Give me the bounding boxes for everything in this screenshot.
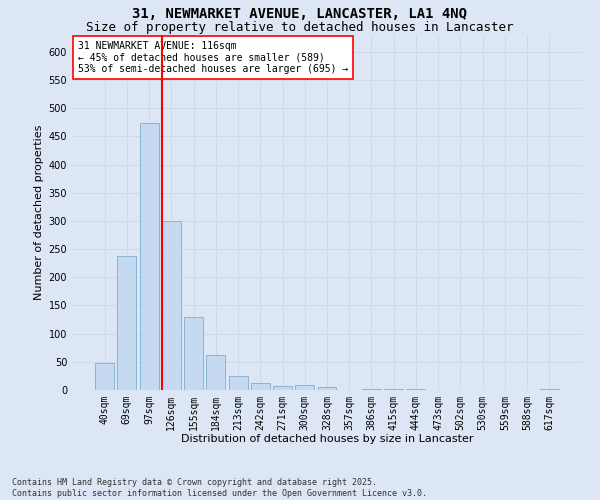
Bar [295, 386, 314, 390]
Text: Contains HM Land Registry data © Crown copyright and database right 2025.
Contai: Contains HM Land Registry data © Crown c… [12, 478, 427, 498]
Bar [118, 256, 136, 390]
Bar [251, 382, 270, 390]
Bar [95, 363, 114, 390]
Bar [273, 386, 292, 390]
Bar [317, 386, 337, 390]
Y-axis label: Number of detached properties: Number of detached properties [34, 125, 44, 300]
Bar [206, 354, 225, 390]
Text: 31 NEWMARKET AVENUE: 116sqm
← 45% of detached houses are smaller (589)
53% of se: 31 NEWMARKET AVENUE: 116sqm ← 45% of det… [77, 40, 348, 74]
Text: 31, NEWMARKET AVENUE, LANCASTER, LA1 4NQ: 31, NEWMARKET AVENUE, LANCASTER, LA1 4NQ [133, 8, 467, 22]
Text: Size of property relative to detached houses in Lancaster: Size of property relative to detached ho… [86, 21, 514, 34]
Bar [162, 221, 181, 390]
Bar [184, 316, 203, 390]
Bar [229, 376, 248, 390]
Bar [140, 124, 158, 390]
X-axis label: Distribution of detached houses by size in Lancaster: Distribution of detached houses by size … [181, 434, 473, 444]
